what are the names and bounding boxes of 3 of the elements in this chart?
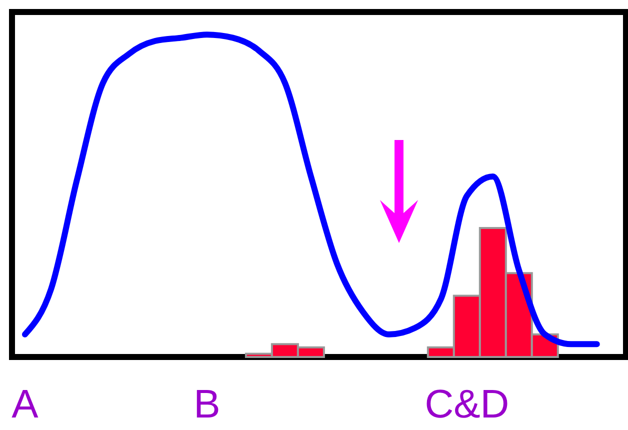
- x-tick-label: A: [12, 382, 39, 426]
- x-tick-label: C&D: [424, 382, 510, 426]
- x-tick-label: B: [194, 382, 220, 426]
